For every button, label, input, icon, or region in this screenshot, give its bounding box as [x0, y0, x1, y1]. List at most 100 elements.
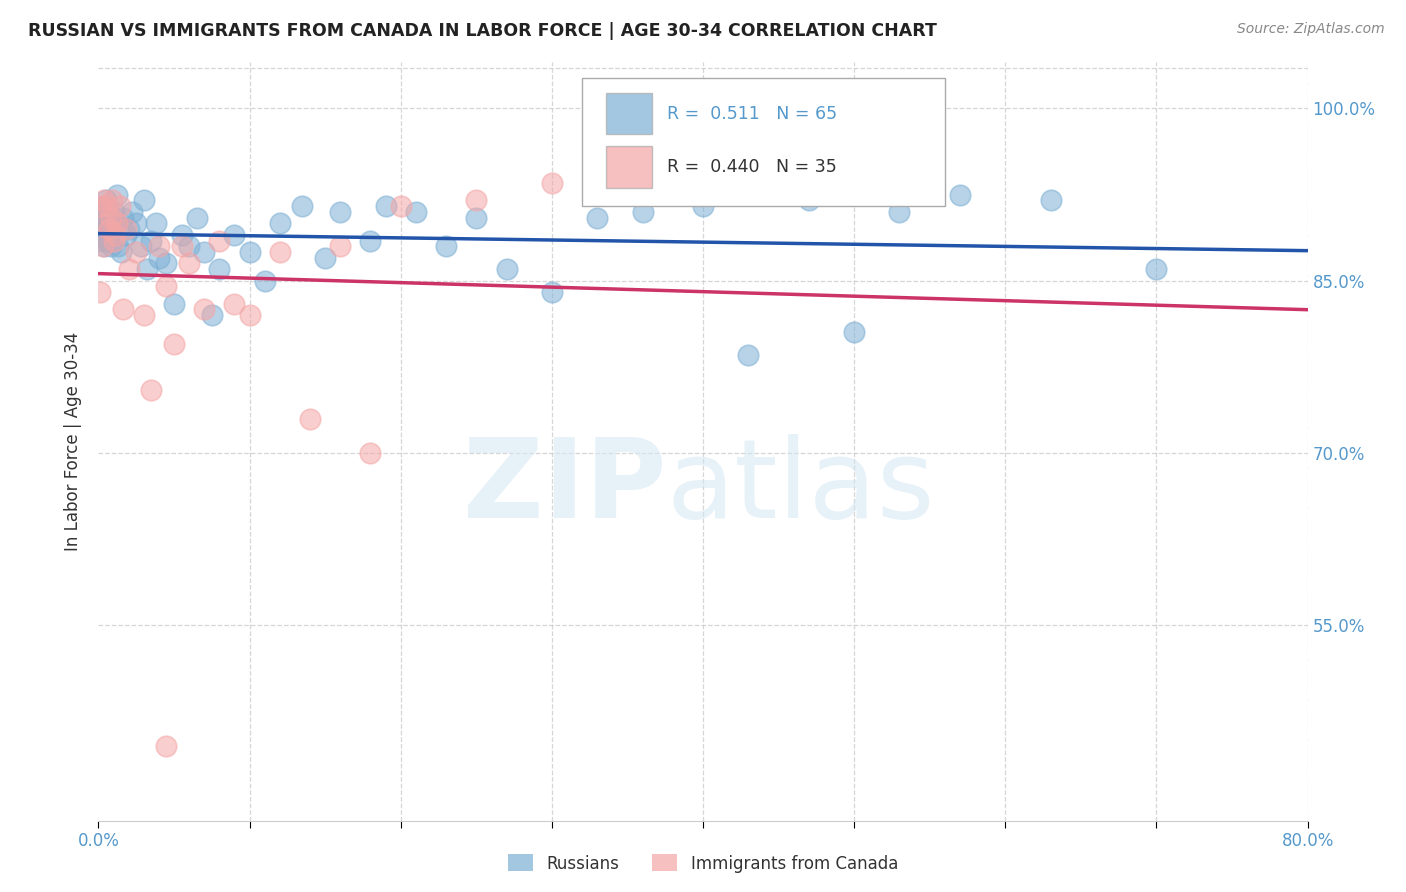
- FancyBboxPatch shape: [606, 145, 652, 187]
- Point: [495, 262, 517, 277]
- Point: [186, 211, 208, 225]
- Point: [104, 227, 127, 242]
- Point: [239, 244, 262, 259]
- Point: [94, 194, 117, 208]
- Point: [201, 308, 224, 322]
- Point: [360, 234, 382, 248]
- Point: [118, 262, 141, 277]
- Point: [89, 285, 111, 300]
- Point: [1146, 262, 1168, 277]
- Point: [129, 239, 152, 253]
- Point: [179, 256, 201, 270]
- Point: [844, 326, 866, 340]
- Point: [179, 239, 201, 253]
- Point: [692, 199, 714, 213]
- Point: [224, 296, 246, 310]
- Text: atlas: atlas: [666, 434, 935, 541]
- Point: [148, 239, 170, 253]
- Point: [98, 216, 121, 230]
- Point: [737, 348, 759, 362]
- Point: [208, 262, 231, 277]
- Point: [93, 194, 115, 208]
- Point: [224, 227, 246, 242]
- Point: [96, 211, 118, 225]
- Legend: Russians, Immigrants from Canada: Russians, Immigrants from Canada: [501, 847, 905, 880]
- Point: [1039, 194, 1062, 208]
- Point: [101, 222, 124, 236]
- Point: [163, 296, 186, 310]
- Point: [299, 411, 322, 425]
- Point: [631, 204, 654, 219]
- Point: [405, 204, 427, 219]
- Point: [110, 244, 132, 259]
- Point: [132, 308, 155, 322]
- Point: [269, 244, 291, 259]
- Point: [118, 222, 141, 236]
- Point: [135, 262, 157, 277]
- Point: [155, 256, 177, 270]
- Point: [96, 234, 118, 248]
- Point: [94, 227, 117, 242]
- Point: [155, 739, 177, 753]
- Point: [465, 194, 488, 208]
- Point: [329, 204, 352, 219]
- Point: [797, 194, 820, 208]
- Point: [148, 251, 170, 265]
- Point: [125, 244, 148, 259]
- Point: [98, 204, 121, 219]
- Point: [145, 216, 167, 230]
- Point: [121, 204, 143, 219]
- Point: [89, 234, 111, 248]
- Point: [93, 239, 115, 253]
- Point: [90, 216, 112, 230]
- Point: [253, 274, 276, 288]
- Text: Source: ZipAtlas.com: Source: ZipAtlas.com: [1237, 22, 1385, 37]
- Point: [239, 308, 262, 322]
- Point: [170, 227, 193, 242]
- Point: [97, 222, 120, 236]
- Point: [94, 199, 117, 213]
- Point: [91, 204, 114, 219]
- Point: [111, 211, 134, 225]
- Point: [540, 285, 562, 300]
- Text: ZIP: ZIP: [464, 434, 666, 541]
- Point: [155, 279, 177, 293]
- Point: [170, 239, 193, 253]
- Point: [91, 239, 114, 253]
- Point: [114, 222, 136, 236]
- Point: [105, 187, 128, 202]
- Point: [101, 194, 124, 208]
- Y-axis label: In Labor Force | Age 30-34: In Labor Force | Age 30-34: [65, 332, 83, 551]
- Point: [374, 199, 396, 213]
- Point: [132, 194, 155, 208]
- Point: [360, 446, 382, 460]
- Point: [96, 199, 118, 213]
- Point: [141, 383, 163, 397]
- Point: [90, 211, 112, 225]
- Point: [94, 216, 117, 230]
- Point: [107, 239, 129, 253]
- Point: [141, 234, 163, 248]
- Point: [103, 204, 125, 219]
- Text: RUSSIAN VS IMMIGRANTS FROM CANADA IN LABOR FORCE | AGE 30-34 CORRELATION CHART: RUSSIAN VS IMMIGRANTS FROM CANADA IN LAB…: [28, 22, 936, 40]
- Point: [389, 199, 412, 213]
- Point: [586, 211, 609, 225]
- Point: [103, 234, 125, 248]
- FancyBboxPatch shape: [582, 78, 945, 207]
- Point: [291, 199, 314, 213]
- Point: [163, 337, 186, 351]
- Point: [434, 239, 457, 253]
- Point: [91, 222, 114, 236]
- FancyBboxPatch shape: [606, 93, 652, 135]
- Point: [889, 204, 911, 219]
- Point: [108, 199, 131, 213]
- Point: [540, 176, 562, 190]
- Point: [100, 211, 122, 225]
- Point: [114, 227, 136, 242]
- Point: [111, 302, 134, 317]
- Point: [329, 239, 352, 253]
- Point: [269, 216, 291, 230]
- Point: [105, 216, 128, 230]
- Point: [90, 199, 112, 213]
- Point: [125, 216, 148, 230]
